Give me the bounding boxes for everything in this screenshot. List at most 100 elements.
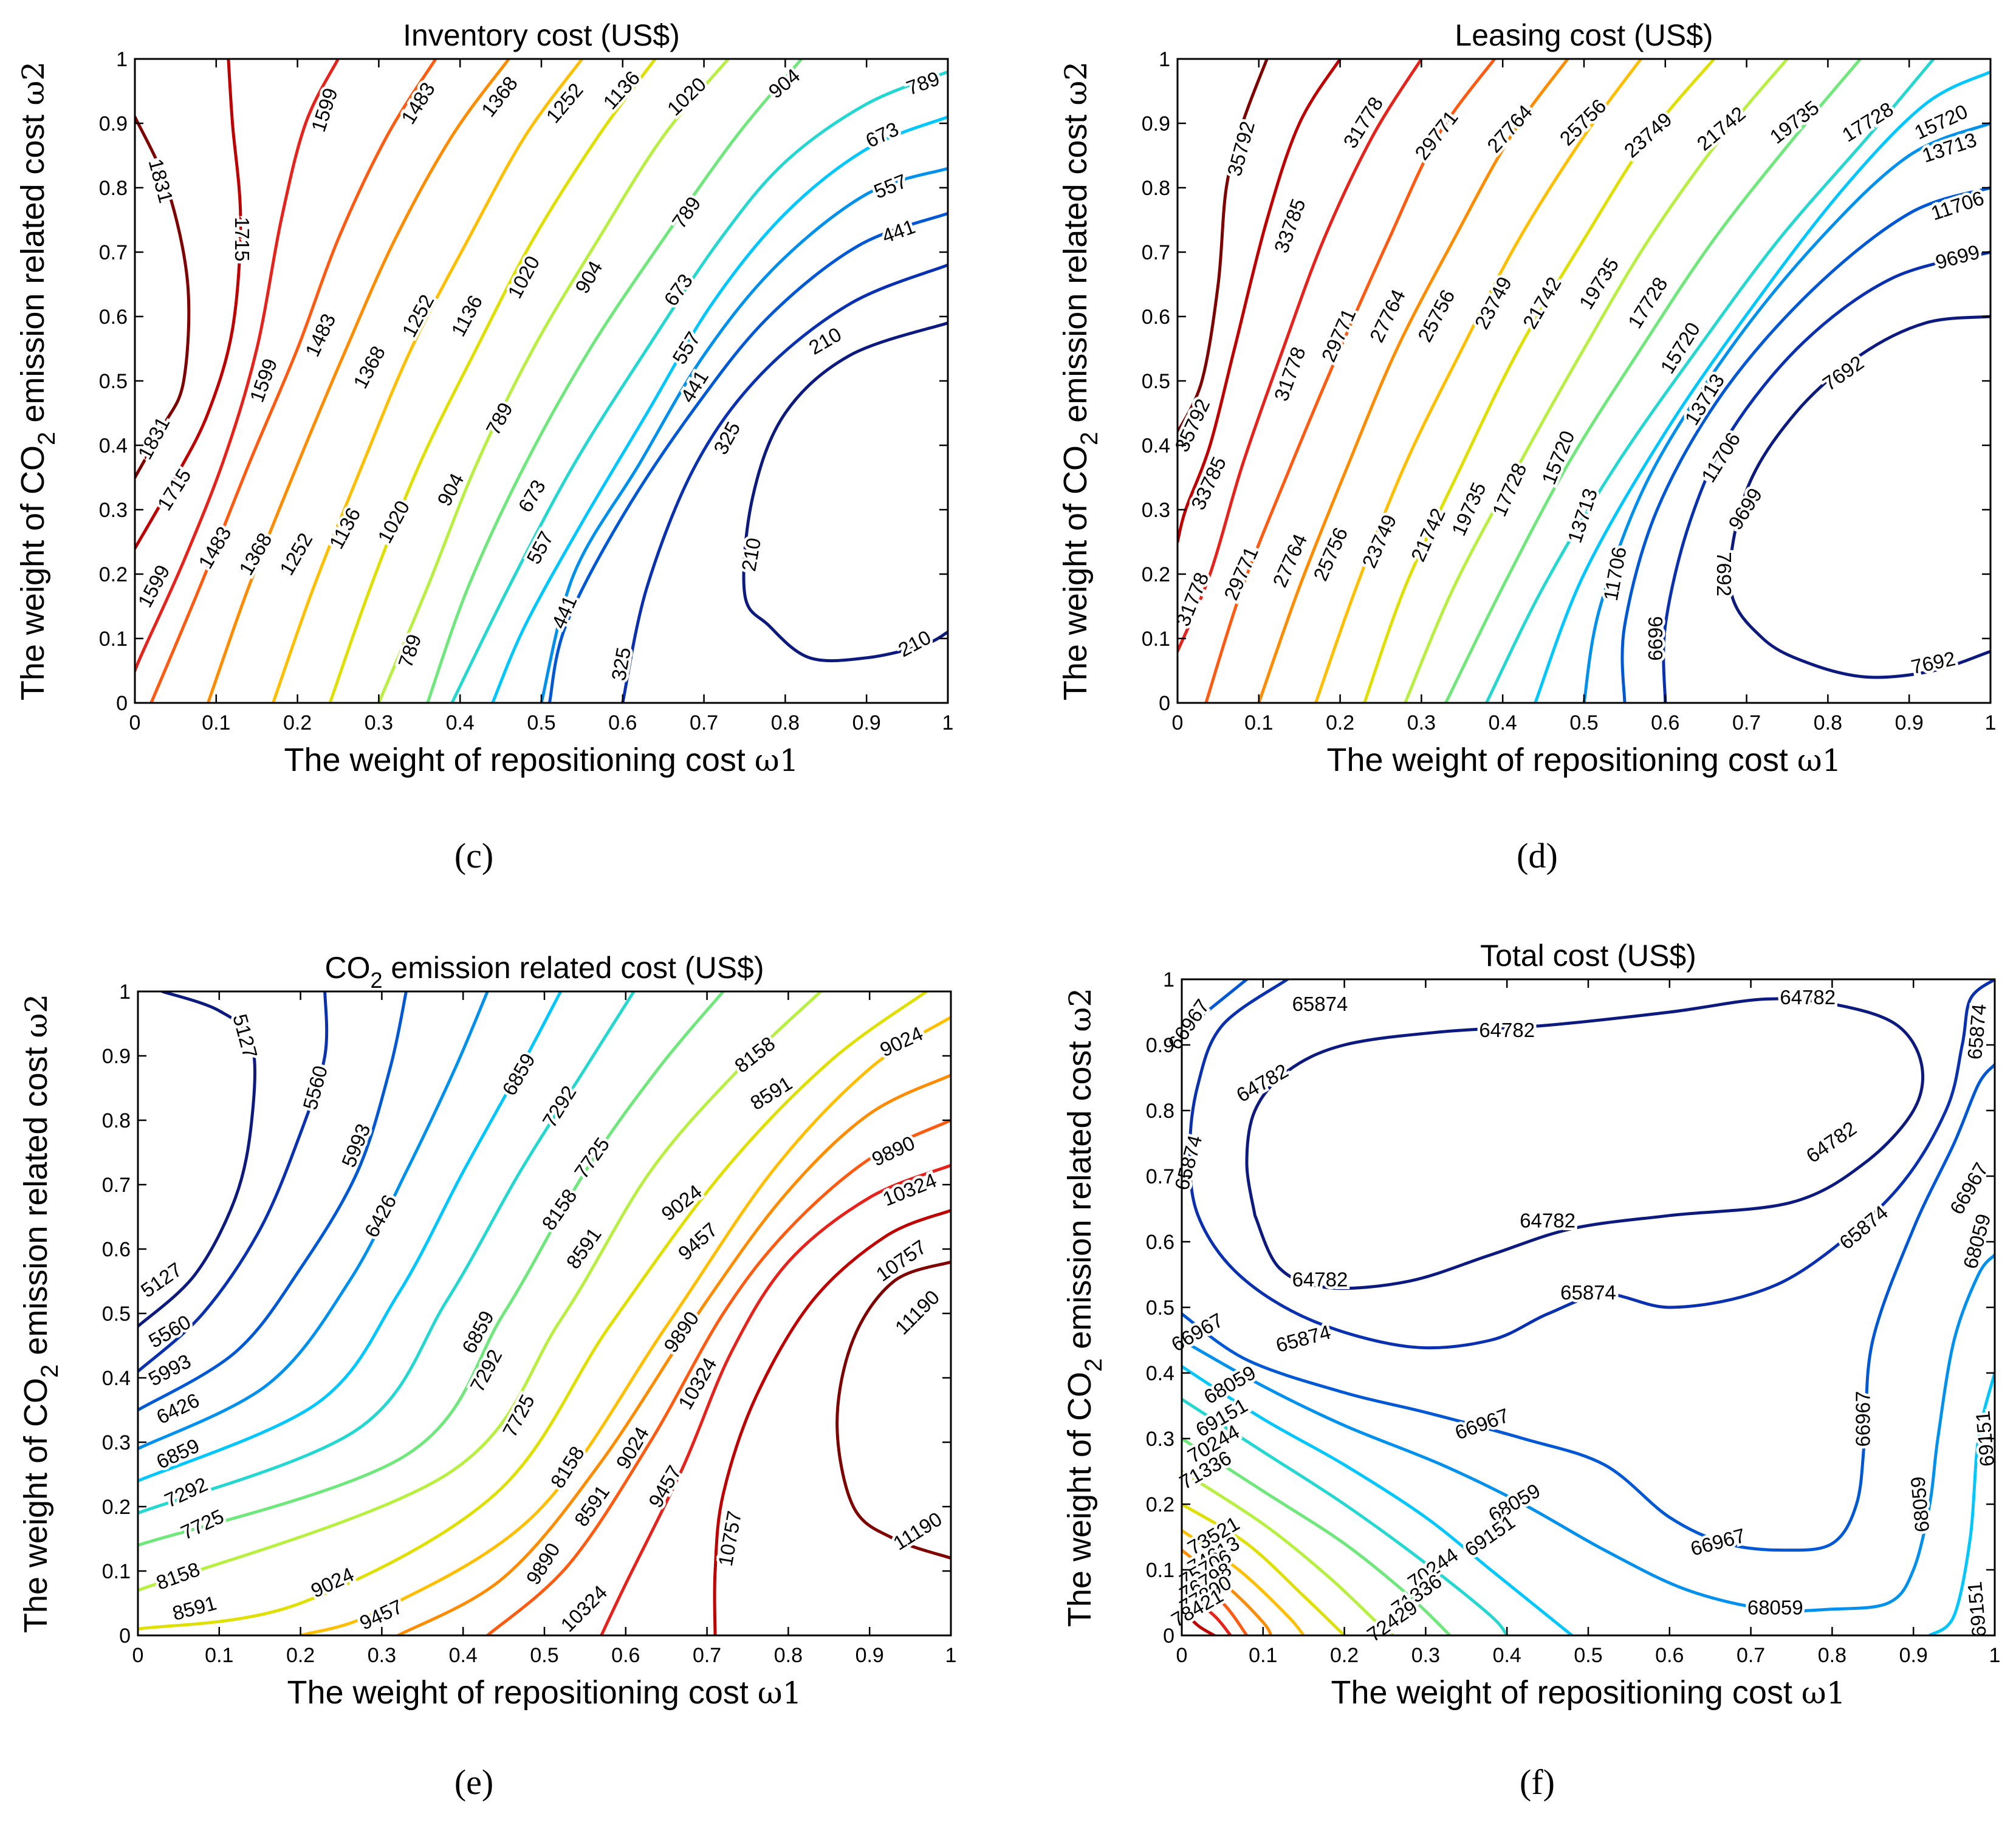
- x-tick-label: 0.5: [527, 711, 555, 734]
- chart-title-e: CO2 emission related cost (US$): [324, 951, 764, 993]
- contour-label: 9024: [876, 1022, 926, 1061]
- contour-label: 1831: [144, 156, 177, 205]
- x-tick-label: 0.4: [1489, 711, 1517, 734]
- contour-label: 5560: [298, 1063, 332, 1112]
- contour-line-31778: [1178, 59, 1423, 653]
- contour-label: 66967: [1452, 1404, 1512, 1444]
- x-tick-label: 1: [1989, 1644, 2001, 1667]
- x-tick-label: 0.8: [771, 711, 800, 734]
- y-tick-label: 0.5: [1146, 1296, 1174, 1320]
- contour-label: 23749: [1357, 511, 1401, 571]
- contour-label: 66967: [1946, 1159, 1993, 1218]
- contour-line-673: [491, 115, 948, 703]
- contour-label: 65874: [1963, 1003, 1990, 1061]
- y-tick-label: 0.2: [1146, 1493, 1174, 1516]
- x-tick-label: 0.9: [1899, 1644, 1928, 1667]
- contour-label: 27764: [1483, 100, 1537, 157]
- contour-label: 904: [433, 470, 468, 510]
- axis-ticks-f: 0 0.1 0.2 0.3 0.4 0.5 0.6 0.7 0.8 0.9 1 0 0.1 0.2 0.3 0…: [1146, 968, 2001, 1667]
- contour-line-73521: [1182, 1502, 1346, 1635]
- y-tick-label: 0.9: [1142, 112, 1170, 135]
- contour-line-15720: [1534, 70, 1990, 703]
- contour-line-9024: [299, 1015, 951, 1635]
- contour-label: 441: [547, 592, 581, 632]
- axis-ticks-d: 0 0.1 0.2 0.3 0.4 0.5 0.6 0.7 0.8 0.9 1 0 0.1 0.2 0.3 0…: [1142, 48, 1997, 734]
- y-tick-label: 1: [1159, 48, 1170, 71]
- caption-f: (f): [1495, 1762, 1580, 1802]
- caption-c: (c): [431, 835, 516, 876]
- contour-line-71336: [1182, 1437, 1452, 1635]
- chart-title-d: Leasing cost (US$): [1455, 18, 1713, 52]
- x-tick-label: 0.3: [368, 1644, 396, 1667]
- contour-label: 673: [513, 476, 550, 516]
- contour-label: 5127: [137, 1258, 186, 1301]
- contour-label: 66967: [1852, 1391, 1874, 1447]
- x-tick-label: 0.2: [1330, 1644, 1359, 1667]
- plot-frame-d: [1176, 58, 1992, 704]
- contour-label: 11706: [1928, 187, 1986, 225]
- contour-label: 69151: [1461, 1510, 1519, 1561]
- y-tick-label: 0.2: [1142, 563, 1170, 586]
- contour-line-7292: [138, 991, 636, 1515]
- x-tick-label: 0.1: [202, 711, 230, 734]
- y-tick-label: 0.1: [1146, 1559, 1174, 1582]
- plot-frame-f: [1181, 978, 1996, 1637]
- y-tick-label: 0.3: [99, 499, 128, 522]
- y-tick-label: 0.4: [1146, 1362, 1174, 1385]
- contour-line-8591: [138, 991, 928, 1631]
- contour-label: 1252: [275, 529, 317, 579]
- contour-line-65874: [1188, 979, 1995, 1350]
- contour-label: 8158: [537, 1185, 581, 1234]
- contour-line-77890: [1182, 1587, 1232, 1635]
- y-tick-label: 0.6: [1142, 306, 1170, 329]
- contour-line-13713: [1582, 122, 1990, 703]
- chart-panel-e: 5127556059936426685972927725815885919024…: [18, 951, 956, 1711]
- contour-label: 325: [607, 646, 635, 683]
- x-tick-label: 0: [1176, 1644, 1188, 1667]
- x-tick-label: 0.3: [365, 711, 393, 734]
- y-tick-label: 0.1: [102, 1560, 131, 1583]
- contour-line-1715: [135, 59, 242, 550]
- contour-label: 69151: [1963, 1581, 1990, 1638]
- contour-label: 7725: [498, 1391, 539, 1440]
- contour-label: 65874: [1835, 1201, 1892, 1254]
- contour-label: 557: [522, 527, 558, 567]
- contour-label: 325: [709, 418, 745, 458]
- y-tick-label: 0.7: [99, 241, 128, 264]
- contour-line-29771: [1204, 59, 1497, 703]
- axis-ticks-c: 0 0.1 0.2 0.3 0.4 0.5 0.6 0.7 0.8 0.9 1 0 0.1 0.2 0.3 0…: [99, 48, 954, 734]
- y-tick-label: 0: [119, 1624, 131, 1648]
- y-tick-label: 0.4: [102, 1367, 131, 1390]
- y-axis-label-d: The weight of CO2 emission related cost …: [1057, 61, 1103, 700]
- x-tick-label: 0.4: [1493, 1644, 1521, 1667]
- x-tick-label: 0: [129, 711, 141, 734]
- contour-line-441: [547, 211, 948, 703]
- contour-line-7692: [1728, 315, 1990, 679]
- contour-line-69151: [1182, 1364, 1574, 1635]
- y-tick-label: 0.7: [102, 1174, 131, 1197]
- contour-line-8158: [138, 991, 823, 1592]
- contour-label: 441: [879, 215, 918, 248]
- x-tick-label: 0.8: [774, 1644, 803, 1667]
- x-tick-label: 0.3: [1411, 1644, 1440, 1667]
- contour-line-1368: [206, 59, 510, 703]
- caption-f-text: (f): [1520, 1762, 1555, 1802]
- y-tick-label: 0.1: [99, 628, 128, 651]
- y-tick-label: 0.4: [99, 434, 128, 457]
- y-tick-label: 0.6: [99, 306, 128, 329]
- contour-label: 8158: [153, 1558, 203, 1594]
- contour-label: 65874: [1560, 1281, 1616, 1304]
- contour-label: 1368: [477, 72, 522, 122]
- contour-line-69151: [1928, 1371, 1995, 1635]
- contour-line-76798: [1182, 1568, 1249, 1635]
- x-tick-label: 0.6: [1651, 711, 1679, 734]
- contour-label: 1020: [663, 73, 711, 120]
- contour-line-11706: [1620, 186, 1990, 703]
- contour-line-9457: [396, 1073, 951, 1635]
- contour-label: 25756: [1309, 524, 1352, 584]
- contour-line-1599: [135, 59, 340, 673]
- chart-title-f: Total cost (US$): [1480, 939, 1696, 973]
- y-tick-label: 0.8: [1142, 177, 1170, 200]
- contour-line-75706: [1182, 1549, 1273, 1635]
